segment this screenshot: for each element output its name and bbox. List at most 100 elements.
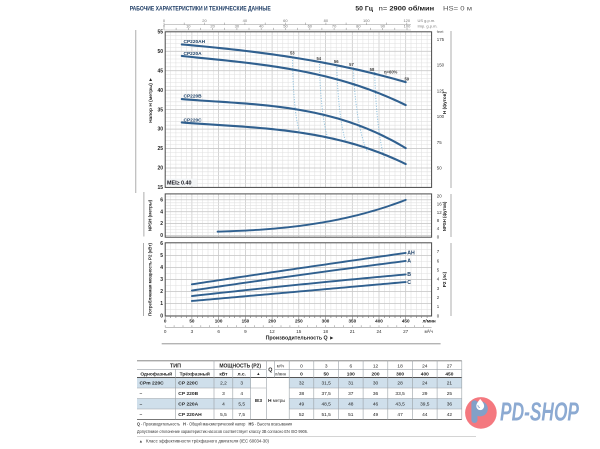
svg-text:C: C — [407, 280, 411, 286]
svg-text:100: 100 — [363, 18, 370, 23]
svg-text:3: 3 — [437, 286, 440, 291]
svg-text:400: 400 — [421, 372, 429, 378]
svg-text:7,5: 7,5 — [238, 412, 245, 418]
svg-text:58: 58 — [370, 67, 375, 72]
svg-text:25: 25 — [447, 391, 453, 397]
svg-text:36: 36 — [373, 391, 379, 397]
svg-text:44: 44 — [422, 412, 428, 418]
svg-text:6: 6 — [349, 363, 352, 369]
svg-text:CP220C: CP220C — [184, 117, 203, 123]
svg-text:37,5: 37,5 — [322, 391, 332, 397]
svg-text:59: 59 — [404, 76, 409, 81]
svg-text:Производительность Q ►: Производительность Q ► — [266, 336, 335, 342]
svg-text:6: 6 — [437, 258, 440, 263]
svg-text:100: 100 — [437, 114, 445, 119]
svg-text:P2 (лс): P2 (лс) — [442, 271, 447, 287]
svg-text:100: 100 — [347, 372, 355, 378]
svg-text:15: 15 — [157, 185, 163, 191]
svg-text:0: 0 — [300, 363, 303, 369]
svg-text:CP220AH: CP220AH — [184, 39, 206, 45]
svg-text:0: 0 — [164, 329, 167, 334]
svg-text:CP220A: CP220A — [184, 51, 203, 57]
svg-text:2,2: 2,2 — [220, 380, 227, 386]
svg-text:ТИП: ТИП — [170, 364, 181, 370]
svg-text:0: 0 — [437, 313, 440, 318]
svg-text:16: 16 — [437, 202, 442, 207]
svg-text:л/мин: л/мин — [275, 371, 287, 376]
svg-text:150: 150 — [242, 319, 250, 324]
svg-text:40: 40 — [243, 18, 248, 23]
svg-text:US g.p.m.: US g.p.m. — [418, 18, 436, 23]
svg-text:27: 27 — [403, 329, 409, 334]
svg-text:4: 4 — [160, 209, 163, 215]
svg-text:33,5: 33,5 — [395, 391, 405, 397]
svg-text:350: 350 — [348, 319, 356, 324]
svg-text:0: 0 — [164, 319, 167, 324]
svg-text:15: 15 — [296, 329, 302, 334]
svg-text:46: 46 — [373, 401, 379, 407]
svg-text:24: 24 — [422, 363, 428, 369]
svg-text:СР 220АН: СР 220АН — [178, 412, 202, 418]
svg-text:75: 75 — [437, 140, 442, 145]
svg-text:56: 56 — [334, 59, 339, 64]
svg-text:▲: ▲ — [139, 440, 143, 444]
svg-text:57: 57 — [349, 62, 354, 67]
svg-text:31: 31 — [348, 380, 354, 386]
svg-text:Н метры: Н метры — [268, 398, 285, 404]
svg-text:PD-SHOP: PD-SHOP — [500, 398, 580, 426]
svg-text:31,5: 31,5 — [322, 380, 332, 386]
svg-text:5,5: 5,5 — [238, 401, 245, 407]
svg-text:50: 50 — [283, 23, 288, 28]
svg-text:3: 3 — [240, 380, 243, 386]
svg-text:10: 10 — [186, 23, 191, 28]
svg-text:5: 5 — [437, 268, 440, 273]
svg-text:48: 48 — [348, 401, 354, 407]
svg-text:36: 36 — [447, 401, 453, 407]
svg-text:43,5: 43,5 — [395, 401, 405, 407]
svg-text:200: 200 — [268, 319, 276, 324]
svg-text:NPSH (футов): NPSH (футов) — [442, 201, 447, 231]
svg-text:49: 49 — [373, 412, 379, 418]
svg-text:6: 6 — [160, 197, 163, 203]
svg-text:Imp. g.p.m.: Imp. g.p.m. — [418, 23, 438, 28]
svg-text:Класс эффективности трёхфазног: Класс эффективности трёхфазного двигател… — [146, 439, 270, 444]
svg-text:4: 4 — [160, 265, 163, 271]
svg-text:3: 3 — [191, 329, 194, 334]
svg-text:18: 18 — [397, 363, 403, 369]
svg-text:6: 6 — [160, 241, 163, 247]
svg-text:12: 12 — [373, 363, 379, 369]
svg-text:120: 120 — [403, 18, 410, 23]
svg-text:A: A — [407, 259, 411, 265]
svg-text:21: 21 — [350, 329, 356, 334]
svg-text:–: – — [140, 413, 143, 418]
svg-text:125: 125 — [437, 88, 445, 93]
svg-text:49: 49 — [299, 401, 305, 407]
svg-text:0: 0 — [437, 234, 440, 239]
svg-text:–: – — [140, 392, 143, 397]
svg-text:40: 40 — [157, 88, 163, 94]
svg-text:100: 100 — [215, 319, 223, 324]
svg-text:18: 18 — [323, 329, 329, 334]
svg-text:53: 53 — [290, 51, 295, 56]
svg-text:MEI≥ 0.40: MEI≥ 0.40 — [167, 181, 192, 187]
svg-text:AH: AH — [407, 251, 415, 257]
svg-text:30: 30 — [157, 127, 163, 133]
svg-text:Трёхфазный: Трёхфазный — [180, 371, 210, 378]
svg-text:СР 220С: СР 220С — [178, 380, 198, 386]
svg-text:3: 3 — [325, 363, 328, 369]
svg-text:0: 0 — [300, 372, 303, 378]
svg-text:30: 30 — [235, 23, 240, 28]
svg-text:IE3: IE3 — [255, 398, 263, 404]
svg-text:20: 20 — [202, 18, 207, 23]
svg-text:МОЩНОСТЬ (Р2): МОЩНОСТЬ (Р2) — [219, 364, 261, 370]
svg-text:12: 12 — [270, 329, 276, 334]
svg-text:12: 12 — [437, 210, 442, 215]
svg-text:50: 50 — [189, 319, 195, 324]
svg-text:100: 100 — [404, 23, 411, 28]
svg-text:Q - Производительность H - О: Q - Производительность H - Общий маномет… — [137, 421, 293, 426]
svg-text:Q: Q — [268, 368, 272, 374]
svg-text:CPm 220C: CPm 220C — [140, 380, 165, 386]
svg-text:2: 2 — [160, 289, 163, 295]
svg-text:8: 8 — [437, 218, 440, 223]
svg-text:24: 24 — [422, 380, 428, 386]
